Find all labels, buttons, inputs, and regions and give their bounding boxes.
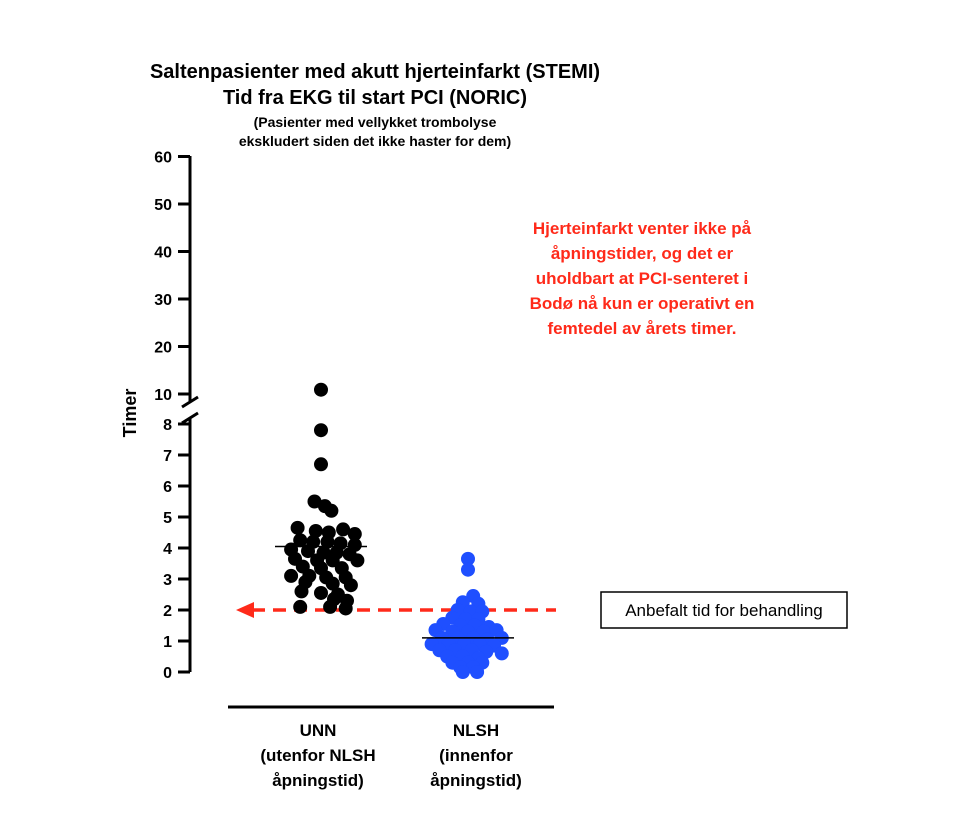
x-category-unn-line-2: (utenfor NLSH (260, 746, 375, 765)
reference-label: Anbefalt tid for behandling (625, 601, 823, 620)
nlsh-data-point (455, 665, 470, 679)
chart-title: Saltenpasienter med akutt hjerteinfarkt … (150, 61, 600, 83)
nlsh-data-point (461, 562, 475, 577)
x-category-unn-line-1: UNN (300, 721, 337, 740)
nlsh-data-point (494, 646, 509, 661)
x-category-unn-line-3: åpningstid) (272, 771, 364, 790)
chart-note-line-1: (Pasienter med vellykket trombolyse (254, 114, 497, 130)
median-lines (275, 545, 514, 639)
chart-note-line-2: ekskludert siden det ikke haster for dem… (239, 133, 511, 149)
unn-data-point (320, 534, 335, 549)
x-category-nlsh-line-3: åpningstid) (430, 771, 522, 790)
y-tick-label: 5 (163, 510, 172, 527)
unn-data-point (293, 533, 308, 548)
x-category-unn: UNN (utenfor NLSH åpningstid) (260, 721, 375, 790)
unn-data-point (290, 520, 305, 535)
annotation-red: Hjerteinfarkt venter ikke på åpningstide… (530, 219, 755, 338)
y-tick-label: 6 (163, 479, 172, 496)
unn-data-point (325, 553, 340, 568)
y-tick-label: 8 (163, 417, 172, 434)
unn-data-point (284, 568, 299, 583)
y-tick-label: 40 (154, 245, 172, 262)
unn-data-point (323, 599, 338, 614)
unn-data-point (314, 585, 328, 600)
y-tick-label: 0 (163, 665, 172, 682)
unn-data-point (294, 584, 309, 599)
unn-data-point (293, 599, 308, 614)
y-tick-label: 50 (154, 197, 172, 214)
chart-subtitle: Tid fra EKG til start PCI (NORIC) (223, 87, 527, 109)
unn-data-point (347, 527, 362, 542)
unn-data-point (343, 578, 358, 593)
y-axis-label: Timer (120, 389, 140, 438)
unn-data-point (338, 601, 353, 616)
reference-line-group (236, 602, 556, 618)
y-ticks: 0 1 2 3 4 5 6 7 8 10 20 30 40 50 60 (154, 150, 190, 682)
y-tick-label: 4 (163, 541, 172, 558)
unn-data-point (308, 523, 323, 538)
unn-data-point (325, 576, 340, 591)
unn-data-point (314, 423, 328, 438)
x-category-nlsh: NLSH (innenfor åpningstid) (430, 721, 522, 790)
y-tick-label: 20 (154, 340, 172, 357)
unn-data-point (336, 522, 351, 537)
y-axis-break-mark-upper (181, 395, 199, 409)
y-tick-label: 3 (163, 572, 172, 589)
y-tick-label: 2 (163, 603, 172, 620)
y-tick-label: 30 (154, 292, 172, 309)
y-tick-label: 7 (163, 448, 172, 465)
y-tick-label: 60 (154, 150, 172, 167)
unn-data-point (301, 544, 315, 559)
x-category-nlsh-line-1: NLSH (453, 721, 499, 740)
annotation-line-1: Hjerteinfarkt venter ikke på (533, 219, 752, 238)
y-axis-break-mark-lower (181, 411, 199, 425)
y-tick-label: 10 (154, 387, 172, 404)
unn-data-point (314, 382, 328, 397)
annotation-line-5: femtedel av årets timer. (548, 319, 737, 338)
annotation-line-4: Bodø nå kun er operativt en (530, 294, 755, 313)
unn-data-point (350, 553, 365, 568)
nlsh-data-point (461, 551, 475, 566)
annotation-line-2: åpningstider, og det er (551, 244, 734, 263)
nlsh-data-point (470, 665, 485, 679)
x-category-nlsh-line-2: (innenfor (439, 746, 513, 765)
annotation-line-3: uholdbart at PCI-senteret i (536, 269, 749, 288)
unn-data-point (314, 457, 328, 472)
y-tick-label: 1 (163, 634, 172, 651)
unn-data-point (324, 503, 339, 518)
data-points (284, 382, 509, 679)
reference-label-box (600, 591, 848, 629)
reference-arrow-head (236, 602, 254, 618)
